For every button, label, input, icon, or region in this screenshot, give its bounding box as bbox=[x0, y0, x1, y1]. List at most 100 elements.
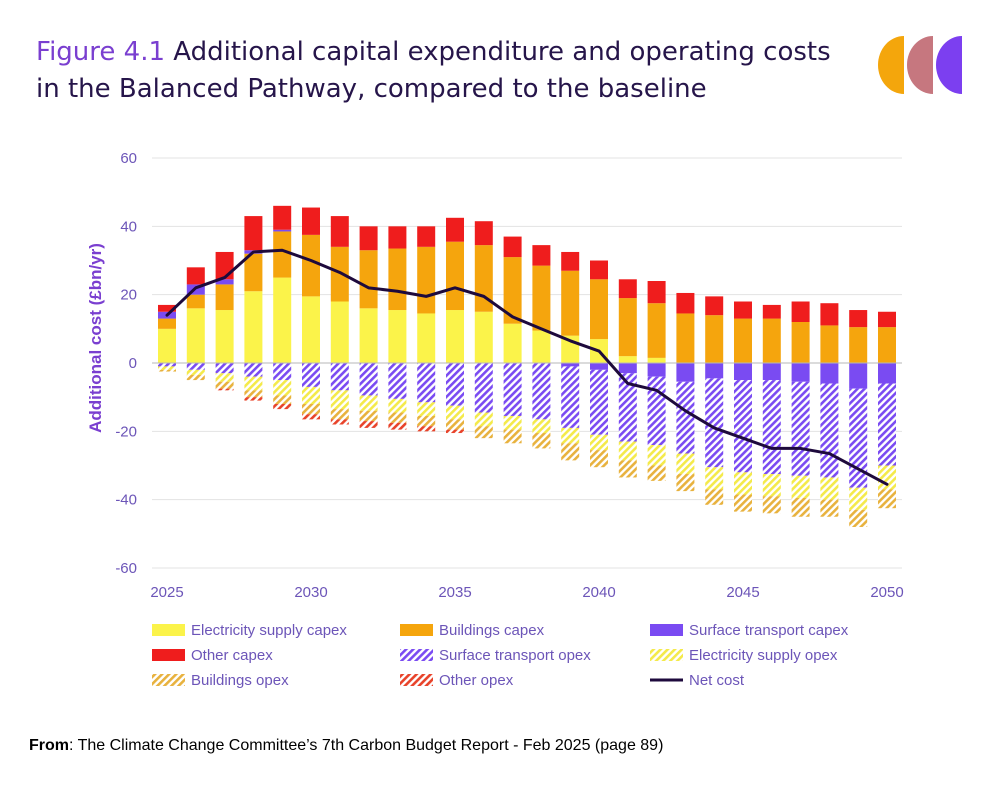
bar-segment bbox=[388, 226, 407, 249]
legend-label: Net cost bbox=[689, 672, 745, 689]
bar-segment bbox=[705, 363, 724, 379]
bar-segment bbox=[590, 279, 608, 340]
bar-segment bbox=[618, 460, 637, 478]
bar-segment bbox=[676, 381, 695, 454]
bar-segment bbox=[705, 296, 724, 316]
bar-segment bbox=[417, 402, 436, 416]
bar-segment bbox=[878, 311, 896, 328]
bar-segment bbox=[503, 236, 522, 258]
bar-segment bbox=[734, 472, 752, 495]
bar-segment bbox=[273, 229, 292, 232]
bar-segment bbox=[302, 386, 320, 404]
bar-segment bbox=[158, 318, 176, 329]
legend-swatch bbox=[400, 674, 433, 686]
bar-segment bbox=[446, 363, 464, 406]
y-axis-title: Additional cost (£bn/yr) bbox=[86, 243, 105, 433]
bar-segment bbox=[215, 310, 234, 363]
bar-segment bbox=[273, 205, 292, 230]
bar-segment bbox=[388, 310, 407, 363]
bar-segment bbox=[330, 363, 349, 391]
bar-segment bbox=[474, 311, 493, 363]
bar-segment bbox=[561, 270, 580, 336]
bar-segment bbox=[532, 265, 551, 331]
bar-segment bbox=[273, 231, 292, 278]
bar-segment bbox=[330, 409, 349, 420]
bar-segment bbox=[647, 465, 666, 481]
bar-segment bbox=[302, 414, 320, 420]
legend-swatch bbox=[152, 674, 185, 686]
bar-segment bbox=[618, 298, 637, 357]
bar-segment bbox=[762, 304, 781, 319]
bar-segment bbox=[215, 284, 234, 311]
y-tick-label: 20 bbox=[120, 287, 137, 304]
bar-segment bbox=[330, 419, 349, 425]
bar-segment bbox=[158, 304, 176, 312]
x-tick-label: 2045 bbox=[726, 584, 759, 601]
bar-segment bbox=[359, 395, 378, 411]
bar-segment bbox=[474, 363, 493, 413]
bar-segment bbox=[244, 216, 263, 251]
bar-segment bbox=[820, 383, 839, 478]
bar-segment bbox=[676, 474, 695, 492]
bar-segment bbox=[705, 489, 724, 505]
page-title: Figure 4.1 Additional capital expenditur… bbox=[36, 34, 836, 108]
bar-segment bbox=[388, 363, 407, 399]
bar-segment bbox=[446, 429, 464, 434]
bar-segment bbox=[762, 474, 781, 497]
bar-segment bbox=[273, 404, 292, 410]
bar-segment bbox=[734, 301, 752, 319]
bar-segment bbox=[705, 378, 724, 468]
bar-segment bbox=[820, 325, 839, 363]
bar-segment bbox=[590, 363, 608, 370]
bar-segment bbox=[561, 366, 580, 428]
bar-segment bbox=[273, 277, 292, 363]
bar-segment bbox=[820, 477, 839, 500]
bar-segment bbox=[359, 421, 378, 428]
y-tick-label: -60 bbox=[115, 560, 137, 577]
axes: 60 40 20 0 -20 -40 -60 Additional cost (£bn/yr)… bbox=[86, 150, 904, 601]
y-tick-label: 0 bbox=[129, 355, 137, 372]
bar-segment bbox=[532, 433, 551, 449]
bar-segment bbox=[878, 363, 896, 384]
x-tick-label: 2035 bbox=[438, 584, 471, 601]
bar-segment bbox=[618, 373, 637, 442]
logo-arc-purple bbox=[936, 36, 962, 94]
net-cost-line-path bbox=[165, 248, 889, 486]
bar-segment bbox=[359, 226, 378, 251]
bar-segment bbox=[302, 363, 320, 387]
bar-segment bbox=[849, 363, 868, 389]
bar-segment bbox=[330, 301, 349, 363]
bar-segment bbox=[186, 363, 205, 370]
bar-segment bbox=[158, 363, 176, 367]
bar-segment bbox=[734, 494, 752, 512]
logo-arc-orange bbox=[878, 36, 904, 94]
bar-segment bbox=[762, 496, 781, 514]
bar-segment bbox=[215, 363, 234, 374]
bar-segment bbox=[791, 322, 810, 363]
figure-title-text: Additional capital expenditure and opera… bbox=[36, 37, 831, 104]
bar-segment bbox=[705, 467, 724, 490]
bar-segment bbox=[561, 443, 580, 461]
y-tick-label: 40 bbox=[120, 218, 137, 235]
bar-segment bbox=[590, 369, 608, 435]
bar-segment bbox=[791, 497, 810, 517]
bar-segment bbox=[503, 363, 522, 416]
bar-segment bbox=[446, 405, 464, 420]
bar-segment bbox=[618, 441, 637, 461]
bar-segment bbox=[186, 374, 205, 381]
x-tick-label: 2030 bbox=[294, 584, 327, 601]
bars bbox=[158, 205, 896, 527]
bar-segment bbox=[820, 303, 839, 326]
bar-segment bbox=[417, 226, 436, 247]
bar-segment bbox=[215, 279, 234, 285]
legend-label: Buildings capex bbox=[439, 622, 545, 639]
bar-segment bbox=[158, 328, 176, 363]
bar-segment bbox=[561, 427, 580, 444]
legend-label: Buildings opex bbox=[191, 672, 289, 689]
bar-segment bbox=[849, 487, 868, 510]
bar-segment bbox=[647, 303, 666, 358]
bar-segment bbox=[561, 363, 580, 367]
bar-segment bbox=[532, 330, 551, 363]
bar-segment bbox=[244, 253, 263, 292]
legend-label: Other capex bbox=[191, 647, 273, 664]
